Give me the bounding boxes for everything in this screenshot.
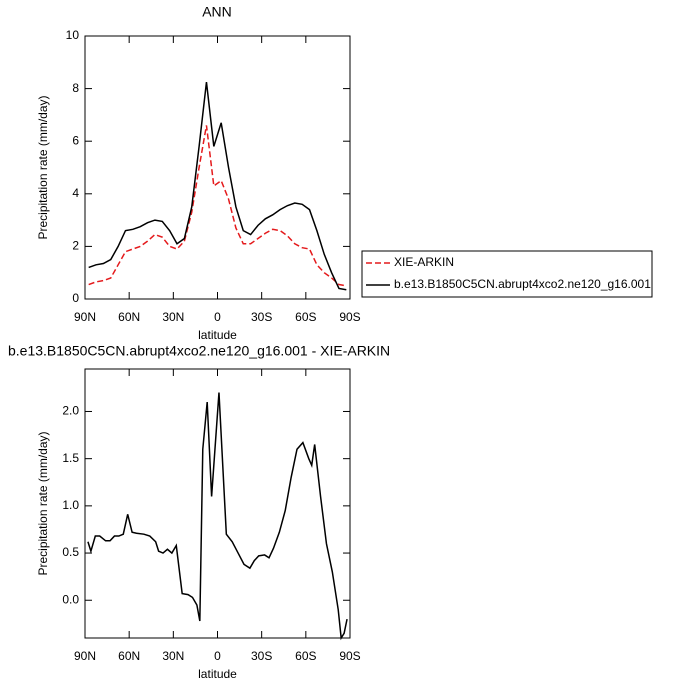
y-tick-label: 8 (72, 81, 79, 95)
y-tick-label: 10 (66, 28, 80, 42)
x-tick-label: 30S (251, 649, 272, 663)
x-tick-label: 30N (162, 649, 184, 663)
y-axis-label: Precipitation rate (mm/day) (36, 431, 50, 575)
y-tick-label: 6 (72, 133, 79, 147)
y-axis-label: Precipitation rate (mm/day) (36, 95, 50, 239)
x-tick-label: 30S (251, 310, 272, 324)
chart-title: ANN (202, 4, 232, 20)
data-line (88, 125, 347, 287)
y-tick-label: 2.0 (62, 404, 79, 418)
y-tick-label: 4 (72, 186, 79, 200)
y-tick-label: 2 (72, 239, 79, 253)
y-tick-label: 0.0 (62, 592, 79, 606)
legend-label: XIE-ARKIN (394, 255, 454, 269)
x-tick-label: 0 (214, 310, 221, 324)
x-tick-label: 90N (74, 310, 96, 324)
legend-box (361, 250, 653, 298)
x-axis-label: latitude (198, 328, 237, 342)
y-tick-label: 0.5 (62, 545, 79, 559)
x-axis-label: latitude (198, 667, 237, 681)
x-tick-label: 30N (162, 310, 184, 324)
x-tick-label: 60N (118, 310, 140, 324)
legend-label: b.e13.B1850C5CN.abrupt4xco2.ne120_g16.00… (394, 277, 651, 291)
x-tick-label: 90S (339, 649, 360, 663)
data-line (87, 392, 348, 641)
x-tick-label: 90S (339, 310, 360, 324)
x-tick-label: 60S (295, 310, 316, 324)
y-tick-label: 1.0 (62, 498, 79, 512)
x-tick-label: 60N (118, 649, 140, 663)
y-tick-label: 1.5 (62, 451, 79, 465)
data-line (88, 81, 347, 291)
plot-frame (84, 35, 351, 300)
x-tick-label: 0 (214, 649, 221, 663)
chart-title: b.e13.B1850C5CN.abrupt4xco2.ne120_g16.00… (8, 343, 390, 359)
x-tick-label: 60S (295, 649, 316, 663)
y-tick-label: 0 (72, 291, 79, 305)
x-tick-label: 90N (74, 649, 96, 663)
